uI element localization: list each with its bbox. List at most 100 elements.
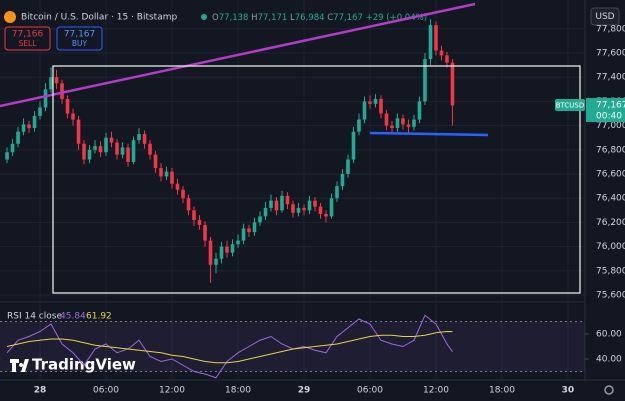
rsi-band bbox=[0, 321, 585, 372]
candle-body bbox=[21, 124, 26, 132]
candle-body bbox=[373, 98, 378, 104]
logo-mark bbox=[10, 359, 29, 372]
candle-body bbox=[186, 198, 191, 211]
candle-body bbox=[274, 200, 279, 211]
candle-body bbox=[368, 101, 372, 104]
price-tag: 77,167 bbox=[596, 101, 625, 111]
candle-body bbox=[181, 189, 185, 199]
candle-body bbox=[423, 59, 427, 102]
rsi-title: RSI 14 close bbox=[7, 312, 62, 322]
candle-body bbox=[346, 159, 350, 175]
x-tick-label: 18:00 bbox=[225, 386, 251, 396]
candle-body bbox=[142, 134, 147, 144]
candle-body bbox=[318, 206, 323, 214]
candle-body bbox=[49, 77, 53, 90]
ohlc-value: 77,167 bbox=[333, 13, 363, 23]
candle-body bbox=[87, 149, 92, 160]
currency-button[interactable] bbox=[590, 7, 620, 26]
candle-body bbox=[450, 62, 455, 106]
y-tick-label: 77,600 bbox=[596, 49, 625, 59]
ticker-tag: BTCUSD bbox=[556, 102, 585, 110]
ohlc-value: 76,984 bbox=[295, 13, 325, 23]
candle-body bbox=[219, 246, 224, 259]
candle-body bbox=[445, 55, 449, 63]
candle-body bbox=[285, 195, 290, 205]
candle-body bbox=[214, 258, 218, 265]
ohlc-key: H bbox=[251, 13, 257, 23]
settings-icon[interactable] bbox=[604, 385, 614, 395]
candle-body bbox=[137, 134, 141, 141]
ohlc-key: L bbox=[290, 13, 295, 23]
ohlc: O77,138 H77,171 L76,984 C77,167 +29 (+0.… bbox=[212, 13, 427, 23]
symbol[interactable]: Bitcoin / U.S. Dollar · 15 · Bitstamp bbox=[21, 13, 177, 23]
candle-body bbox=[384, 113, 389, 126]
candle-body bbox=[296, 207, 301, 213]
currency: USD bbox=[595, 12, 614, 22]
candle-body bbox=[38, 107, 42, 116]
trend-line[interactable] bbox=[0, 2, 476, 108]
candle-body bbox=[98, 146, 103, 153]
candle-body bbox=[307, 200, 312, 211]
candle-body bbox=[104, 137, 108, 153]
ticker-tag-bg bbox=[555, 99, 585, 111]
candle-body bbox=[192, 210, 196, 221]
candle-body bbox=[362, 101, 367, 120]
buy-button[interactable] bbox=[56, 26, 103, 51]
candle-body bbox=[335, 186, 339, 199]
candle-body bbox=[241, 228, 246, 241]
candle-body bbox=[439, 50, 444, 56]
candle-body bbox=[225, 246, 229, 253]
candle-body bbox=[43, 89, 48, 108]
y-tick-label: 60.00 bbox=[596, 330, 622, 340]
candle-body bbox=[54, 77, 59, 84]
candle-body bbox=[208, 240, 213, 265]
x-tick-label: 12:00 bbox=[423, 386, 449, 396]
candle-body bbox=[351, 131, 356, 160]
candle-body bbox=[27, 124, 31, 129]
rectangle-drawing[interactable] bbox=[52, 65, 581, 294]
candle-body bbox=[76, 119, 81, 144]
candle-body bbox=[148, 143, 152, 155]
candle-body bbox=[32, 115, 37, 129]
y-tick-label: 75,600 bbox=[596, 291, 625, 301]
sell-button[interactable] bbox=[4, 26, 51, 51]
candle-body bbox=[258, 216, 262, 223]
candle-body bbox=[340, 174, 345, 187]
y-tick-label: 75,800 bbox=[596, 266, 625, 276]
x-tick-label: 28 bbox=[34, 386, 47, 396]
rsi-value: 45.84 bbox=[60, 312, 86, 322]
ohlc-value: 77,138 bbox=[219, 13, 249, 23]
sell-label: SELL bbox=[19, 39, 38, 48]
candle-body bbox=[434, 25, 438, 51]
candle-body bbox=[230, 244, 235, 253]
horizontal-ray[interactable] bbox=[369, 131, 489, 137]
buy-label: BUY bbox=[72, 39, 88, 48]
candle-body bbox=[170, 171, 174, 184]
candle-body bbox=[93, 146, 97, 150]
y-tick-label: 77,400 bbox=[596, 73, 625, 83]
candle-body bbox=[60, 83, 64, 99]
buy-price: 77,167 bbox=[64, 30, 96, 40]
candle-body bbox=[428, 25, 433, 60]
candle-body bbox=[280, 195, 284, 211]
candle-body bbox=[357, 119, 361, 132]
rsi-line bbox=[6, 314, 453, 379]
candle-body bbox=[197, 220, 202, 225]
candle-body bbox=[131, 140, 136, 162]
ohlc-value: 77,171 bbox=[258, 13, 288, 23]
x-tick-label: 06:00 bbox=[357, 386, 383, 396]
candle-body bbox=[417, 101, 422, 120]
y-tick-label: 77,000 bbox=[596, 121, 625, 131]
candle-body bbox=[329, 198, 334, 217]
coin-icon bbox=[4, 11, 16, 23]
candle-body bbox=[247, 228, 251, 233]
candle-body bbox=[263, 207, 268, 217]
ohlc-key: C bbox=[327, 13, 333, 23]
candle-body bbox=[5, 152, 9, 160]
candle-body bbox=[159, 167, 163, 177]
rsi-line bbox=[6, 330, 453, 364]
x-tick-label: 18:00 bbox=[489, 386, 515, 396]
candle-body bbox=[324, 213, 328, 217]
candle-body bbox=[115, 142, 119, 155]
